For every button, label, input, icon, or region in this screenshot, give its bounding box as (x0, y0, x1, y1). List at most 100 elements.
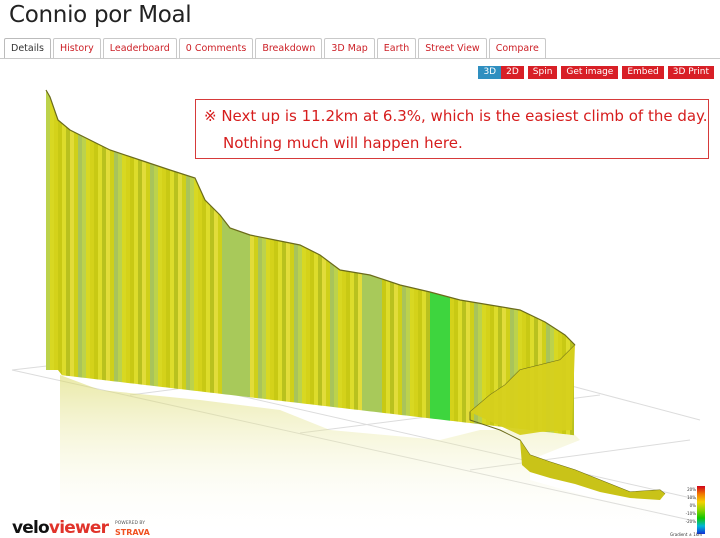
profile-bar (138, 159, 142, 385)
tab-breakdown[interactable]: Breakdown (255, 38, 323, 58)
profile-bar (342, 270, 346, 409)
profile-bar (166, 168, 170, 388)
profile-bar (58, 120, 62, 376)
3d-print-button[interactable]: 3D Print (667, 66, 714, 79)
profile-bar (210, 205, 214, 394)
profile-tail-low (520, 440, 665, 500)
profile-bar (462, 300, 466, 423)
profile-bar (398, 284, 402, 416)
profile-bar (162, 167, 166, 388)
legend-label: 0% (689, 503, 696, 508)
profile-bar (362, 273, 366, 411)
profile-bar (54, 108, 58, 370)
profile-bar (146, 162, 150, 386)
profile-bar (418, 289, 422, 418)
profile-bar (174, 171, 178, 389)
profile-bar (382, 279, 386, 414)
profile-bar (438, 294, 442, 420)
profile-bar (102, 146, 106, 381)
profile-bar (134, 158, 138, 385)
profile-bar (182, 173, 186, 390)
profile-bar (110, 150, 114, 382)
profile-bar (266, 238, 270, 400)
profile-bar (262, 237, 266, 400)
tab-history[interactable]: History (52, 38, 101, 58)
profile-reflection (60, 375, 660, 538)
profile-bar (142, 160, 146, 386)
profile-bar (410, 287, 414, 417)
profile-bar (94, 142, 98, 380)
profile-bar (230, 228, 234, 396)
tab-leaderboard[interactable]: Leaderboard (102, 38, 177, 58)
get-image-button[interactable]: Get image (561, 66, 619, 79)
profile-bar (482, 303, 486, 425)
3d-button[interactable]: 3D (478, 66, 502, 79)
profile-bar (370, 275, 374, 412)
profile-bar (246, 233, 250, 398)
profile-bar (454, 298, 458, 422)
profile-bar (222, 217, 226, 395)
profile-bar (446, 296, 450, 421)
profile-bar (194, 177, 198, 392)
tab-earth[interactable]: Earth (376, 38, 417, 58)
tab-street-view[interactable]: Street View (418, 38, 487, 58)
profile-bar (390, 281, 394, 415)
legend-label: -10% (685, 511, 696, 516)
profile-bar (190, 176, 194, 391)
strava-logo: STRAVA (115, 528, 150, 537)
profile-bar (78, 134, 82, 378)
profile-top-edge (45, 89, 576, 346)
profile-bar (302, 246, 306, 404)
profile-bar (154, 164, 158, 387)
gradient-legend (697, 486, 705, 534)
profile-bar (314, 252, 318, 406)
legend-label: 20% (687, 487, 696, 492)
profile-bar (274, 239, 278, 401)
profile-bar (374, 276, 378, 413)
spin-button[interactable]: Spin (527, 66, 558, 79)
profile-bar (226, 222, 230, 395)
profile-bar (422, 290, 426, 418)
profile-bar (114, 151, 118, 382)
profile-bar (286, 242, 290, 402)
profile-bar (430, 292, 434, 419)
profile-bar (394, 283, 398, 415)
tab-compare[interactable]: Compare (488, 38, 546, 58)
profile-bar (354, 272, 358, 410)
profile-bar (450, 297, 454, 422)
view-toolbar: 3D 2D Spin Get image Embed 3D Print (478, 66, 714, 79)
tab-divider (0, 58, 720, 59)
profile-bar (474, 302, 478, 424)
embed-button[interactable]: Embed (622, 66, 664, 79)
profile-bar (346, 271, 350, 409)
profile-bar (242, 232, 246, 397)
2d-button[interactable]: 2D (501, 66, 524, 79)
profile-bar (258, 236, 262, 399)
profile-bar (426, 291, 430, 419)
profile-bar (414, 288, 418, 417)
tab-details[interactable]: Details (4, 38, 51, 58)
logo-velo: velo (12, 518, 50, 538)
tab-3d-map[interactable]: 3D Map (324, 38, 375, 58)
veloviewer-logo: veloviewer (12, 518, 109, 538)
profile-bar (326, 259, 330, 407)
profile-bar (478, 303, 482, 425)
profile-bar (486, 304, 490, 426)
profile-bar (358, 273, 362, 411)
profile-bar (234, 229, 238, 396)
profile-bar (46, 90, 50, 370)
profile-bar (90, 140, 94, 379)
profile-bar (202, 193, 206, 393)
profile-bar (282, 241, 286, 402)
profile-bar (170, 170, 174, 389)
profile-bar (66, 126, 70, 377)
profile-bar (70, 130, 74, 377)
annotation-line-2: Nothing much will happen here. (223, 134, 463, 152)
profile-bar (126, 155, 130, 384)
profile-bar (298, 244, 302, 404)
tab-comments[interactable]: 0 Comments (178, 38, 254, 58)
profile-bar (338, 268, 342, 409)
powered-by-label: POWERED BY (115, 521, 146, 526)
gradient-legend-footer: Gradient ± 1km (670, 532, 703, 537)
